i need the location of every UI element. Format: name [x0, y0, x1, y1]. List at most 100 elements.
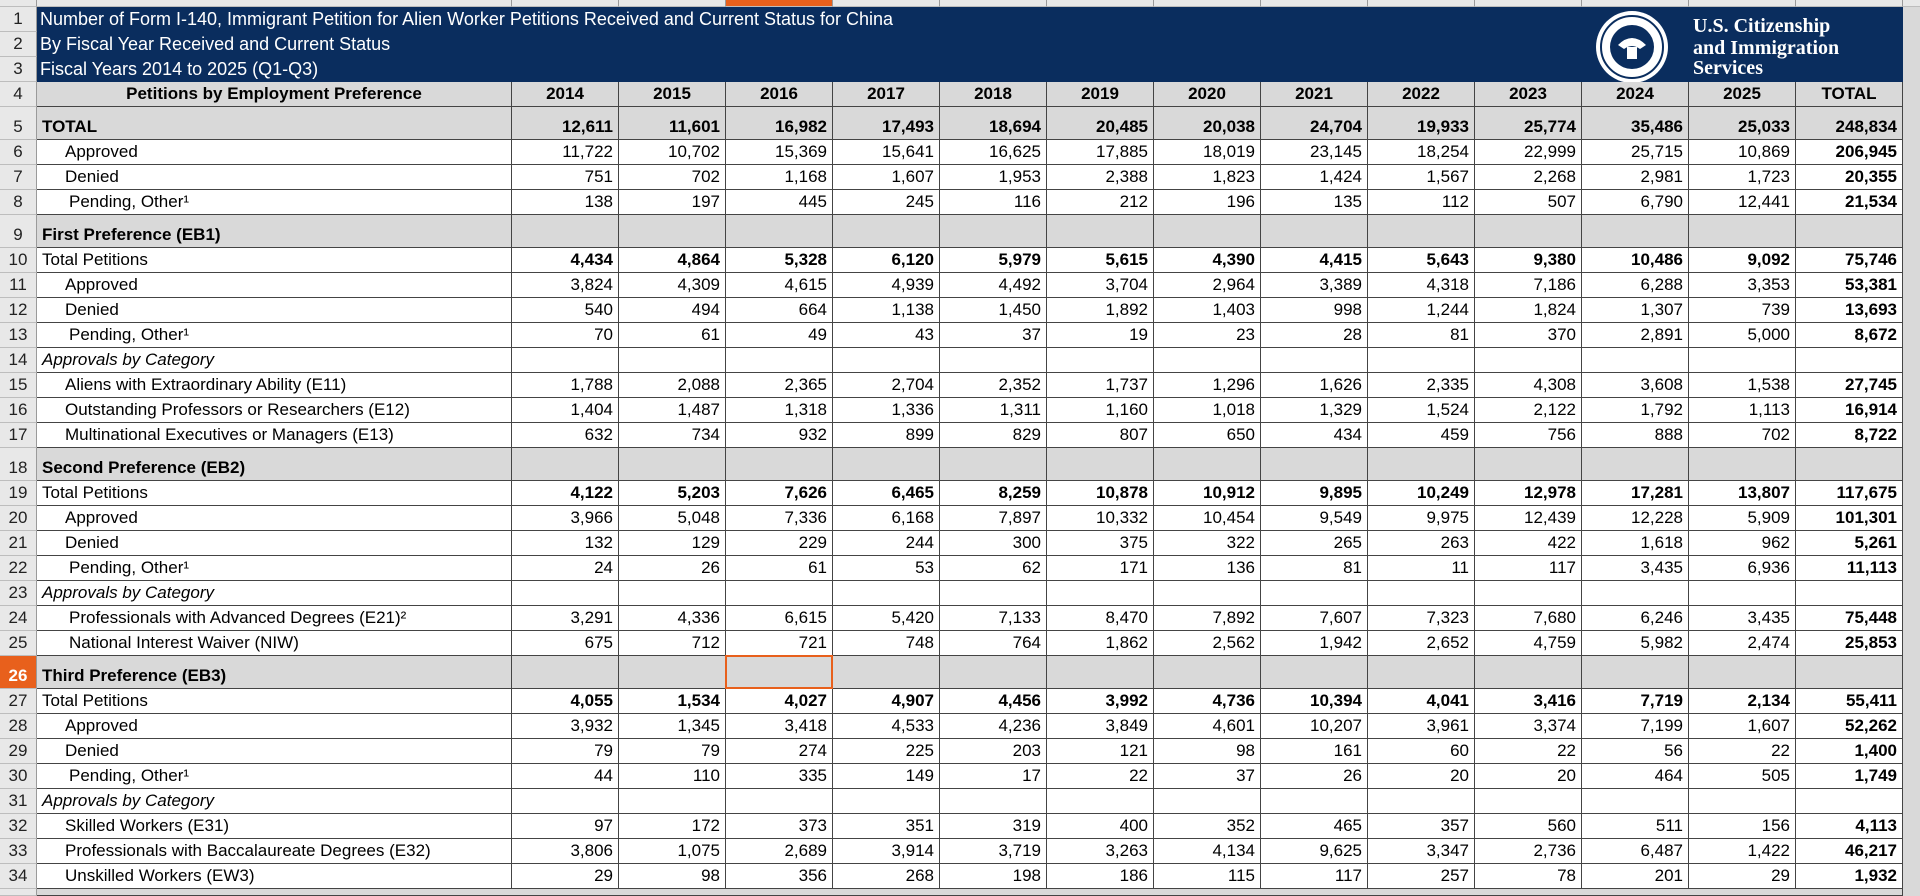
row-number[interactable]: 21 [0, 531, 37, 556]
cell[interactable]: 2,981 [1582, 165, 1689, 190]
cell[interactable] [940, 581, 1047, 606]
cell[interactable]: 53 [833, 556, 940, 581]
cell[interactable] [1475, 448, 1582, 481]
cell[interactable]: 739 [1689, 298, 1796, 323]
cell[interactable]: 899 [833, 423, 940, 448]
cell[interactable]: 5,420 [833, 606, 940, 631]
cell[interactable]: 4,907 [833, 689, 940, 714]
cell[interactable]: 422 [1475, 531, 1582, 556]
row-number[interactable]: 28 [0, 714, 37, 739]
cell[interactable] [512, 581, 619, 606]
cell[interactable]: 4,415 [1261, 248, 1368, 273]
cell[interactable]: 225 [833, 739, 940, 764]
cell[interactable]: 117,675 [1796, 481, 1903, 506]
cell[interactable] [1689, 448, 1796, 481]
cell[interactable]: 10,207 [1261, 714, 1368, 739]
cell[interactable]: 7,607 [1261, 606, 1368, 631]
cell[interactable]: 11 [1368, 556, 1475, 581]
cell[interactable] [1475, 656, 1582, 689]
cell[interactable] [1475, 348, 1582, 373]
cell[interactable]: 4,318 [1368, 273, 1475, 298]
cell[interactable]: 121 [1047, 739, 1154, 764]
cell[interactable] [833, 215, 940, 248]
cell[interactable]: 132 [512, 531, 619, 556]
row-number[interactable]: 31 [0, 789, 37, 814]
cell[interactable]: 138 [512, 190, 619, 215]
cell[interactable]: 4,336 [619, 606, 726, 631]
cell[interactable]: 4,122 [512, 481, 619, 506]
column-title[interactable]: 2018 [940, 82, 1047, 107]
row-label[interactable]: Pending, Other¹ [37, 323, 512, 348]
column-header[interactable] [833, 0, 940, 7]
cell[interactable]: 540 [512, 298, 619, 323]
row-label[interactable]: Second Preference (EB2) [37, 448, 512, 481]
cell[interactable]: 1,749 [1796, 764, 1903, 789]
cell[interactable]: 7,199 [1582, 714, 1689, 739]
cell[interactable]: 1,318 [726, 398, 833, 423]
cell[interactable]: 43 [833, 323, 940, 348]
row-number[interactable]: 7 [0, 165, 37, 190]
cell[interactable] [1689, 215, 1796, 248]
cell[interactable]: 10,332 [1047, 506, 1154, 531]
cell[interactable] [1582, 348, 1689, 373]
cell[interactable]: 8,672 [1796, 323, 1903, 348]
cell[interactable]: 81 [1261, 556, 1368, 581]
cell[interactable]: 171 [1047, 556, 1154, 581]
cell[interactable]: 101,301 [1796, 506, 1903, 531]
column-header[interactable] [1582, 0, 1689, 7]
cell[interactable] [1475, 581, 1582, 606]
cell[interactable]: 12,228 [1582, 506, 1689, 531]
cell[interactable] [1047, 215, 1154, 248]
column-title[interactable]: TOTAL [1796, 82, 1903, 107]
cell[interactable]: 23 [1154, 323, 1261, 348]
row-label[interactable]: Approved [37, 140, 512, 165]
cell[interactable]: 29 [512, 864, 619, 889]
cell[interactable]: 8,722 [1796, 423, 1903, 448]
cell[interactable]: 4,533 [833, 714, 940, 739]
cell[interactable]: 3,374 [1475, 714, 1582, 739]
cell[interactable]: 5,909 [1689, 506, 1796, 531]
cell[interactable]: 5,261 [1796, 531, 1903, 556]
cell[interactable]: 16,982 [726, 107, 833, 140]
cell[interactable]: 721 [726, 631, 833, 656]
cell[interactable] [833, 348, 940, 373]
cell[interactable]: 3,961 [1368, 714, 1475, 739]
row-number[interactable]: 6 [0, 140, 37, 165]
cell[interactable]: 2,335 [1368, 373, 1475, 398]
cell[interactable]: 10,394 [1261, 689, 1368, 714]
cell[interactable]: 3,353 [1689, 273, 1796, 298]
cell[interactable]: 21,534 [1796, 190, 1903, 215]
cell[interactable] [1368, 581, 1475, 606]
column-title[interactable]: 2024 [1582, 82, 1689, 107]
cell[interactable]: 3,418 [726, 714, 833, 739]
cell[interactable]: 56 [1582, 739, 1689, 764]
cell[interactable]: 161 [1261, 739, 1368, 764]
row-number[interactable]: 24 [0, 606, 37, 631]
cell[interactable]: 507 [1475, 190, 1582, 215]
cell[interactable]: 112 [1368, 190, 1475, 215]
cell[interactable]: 212 [1047, 190, 1154, 215]
row-number[interactable]: 13 [0, 323, 37, 348]
cell[interactable]: 110 [619, 764, 726, 789]
column-title[interactable]: 2021 [1261, 82, 1368, 107]
cell[interactable]: 4,939 [833, 273, 940, 298]
cell[interactable]: 4,236 [940, 714, 1047, 739]
cell[interactable]: 2,964 [1154, 273, 1261, 298]
cell[interactable]: 2,088 [619, 373, 726, 398]
cell[interactable]: 61 [726, 556, 833, 581]
cell[interactable]: 1,792 [1582, 398, 1689, 423]
cell[interactable]: 807 [1047, 423, 1154, 448]
cell[interactable]: 98 [1154, 739, 1261, 764]
cell[interactable]: 5,982 [1582, 631, 1689, 656]
cell[interactable] [1689, 581, 1796, 606]
cell[interactable]: 2,891 [1582, 323, 1689, 348]
cell[interactable] [1368, 789, 1475, 814]
cell[interactable] [1689, 789, 1796, 814]
row-number[interactable]: 27 [0, 689, 37, 714]
cell[interactable]: 1,862 [1047, 631, 1154, 656]
cell[interactable]: 6,790 [1582, 190, 1689, 215]
cell[interactable]: 1,932 [1796, 864, 1903, 889]
row-number[interactable]: 34 [0, 864, 37, 889]
cell[interactable]: 445 [726, 190, 833, 215]
cell[interactable]: 25,774 [1475, 107, 1582, 140]
